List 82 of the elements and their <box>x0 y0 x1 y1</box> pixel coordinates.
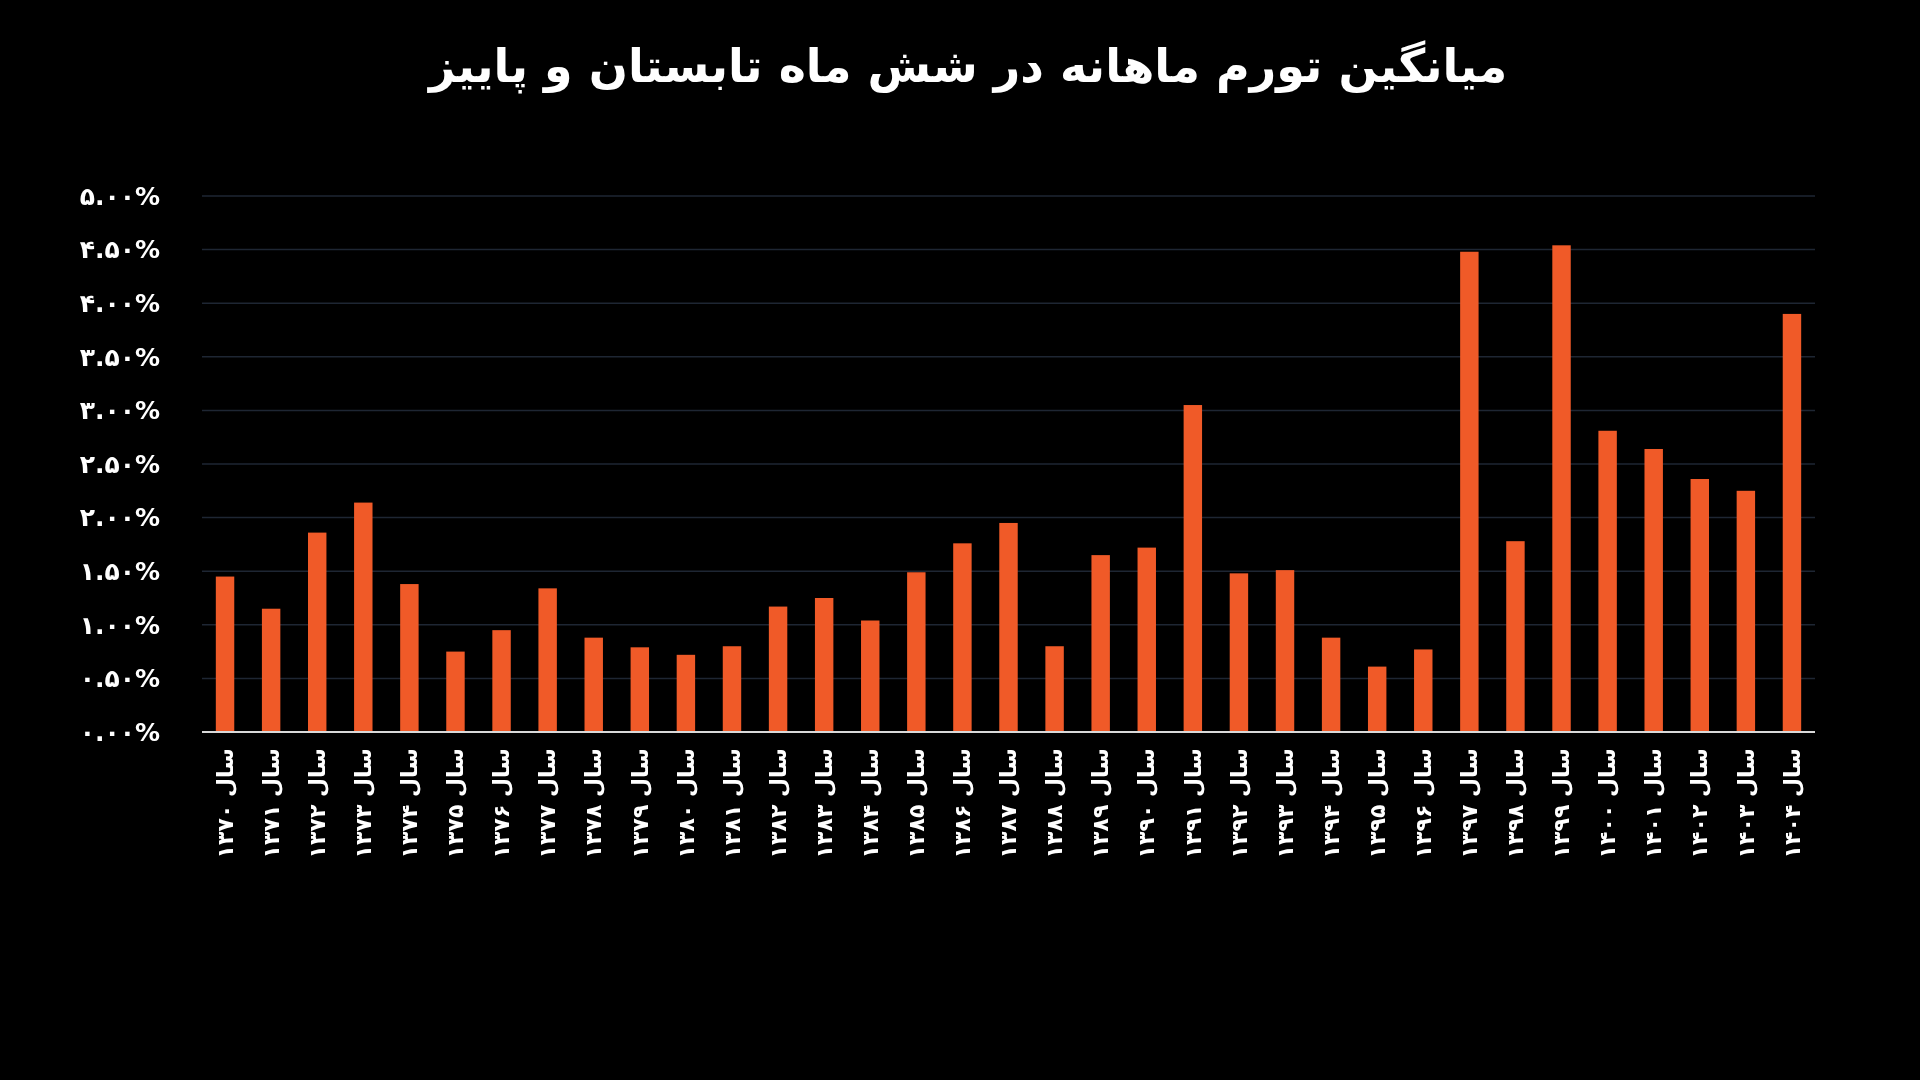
x-tick-label: سال ۱۳۹۴ <box>1318 748 1344 859</box>
bar <box>1045 646 1064 732</box>
x-tick-label: سال ۱۳۸۱ <box>719 748 745 859</box>
bar <box>261 608 281 732</box>
x-tick-label: سال ۱۳۸۳ <box>811 748 837 859</box>
bar <box>1460 251 1479 732</box>
bar <box>538 588 557 732</box>
bar <box>861 620 880 732</box>
x-tick-label: سال ۱۳۷۷ <box>535 748 561 859</box>
x-tick-label: سال ۱۳۹۵ <box>1364 748 1390 859</box>
x-tick-label: سال ۱۳۸۵ <box>904 748 930 859</box>
bar <box>907 572 926 732</box>
x-tick-label: سال ۱۳۷۲ <box>304 748 330 859</box>
bar <box>1736 490 1756 732</box>
chart-title: میانگین تورم ماهانه در شش ماه تابستان و پاییز <box>426 39 1508 94</box>
x-tick-label: سال ۱۳۸۸ <box>1042 748 1068 859</box>
bar <box>676 654 696 732</box>
bar <box>999 522 1018 732</box>
y-tick-label: ۳.۰۰% <box>79 396 160 426</box>
bar <box>814 598 834 732</box>
bar <box>953 543 972 732</box>
bar <box>1091 555 1110 732</box>
bar <box>768 606 788 732</box>
bar <box>1552 245 1571 732</box>
x-tick-label: سال ۱۳۹۱ <box>1180 748 1206 859</box>
x-tick-label: سال ۱۴۰۱ <box>1641 748 1667 859</box>
bar <box>1367 666 1387 732</box>
x-tick-label: سال ۱۳۸۴ <box>857 748 883 859</box>
x-tick-label: سال ۱۳۹۸ <box>1503 748 1529 859</box>
x-tick-label: سال ۱۴۰۳ <box>1733 748 1759 859</box>
x-tick-label: سال ۱۳۹۰ <box>1134 748 1160 859</box>
bar <box>1229 573 1249 732</box>
x-tick-label: سال ۱۳۹۲ <box>1226 748 1252 859</box>
bar <box>722 646 742 732</box>
x-tick-label: سال ۱۳۹۳ <box>1272 748 1298 859</box>
bar <box>630 647 650 732</box>
y-tick-label: ۴.۵۰% <box>79 235 160 265</box>
bar <box>1644 448 1663 732</box>
bar <box>446 651 465 732</box>
y-tick-label: ۲.۰۰% <box>79 503 160 533</box>
y-tick-label: ۲.۵۰% <box>79 449 160 479</box>
bar <box>1414 649 1433 732</box>
bar <box>308 532 327 732</box>
y-tick-label: ۱.۰۰% <box>79 610 160 640</box>
x-tick-label: سال ۱۳۷۶ <box>489 748 515 859</box>
x-tick-label: سال ۱۳۹۹ <box>1549 748 1575 859</box>
x-tick-label: سال ۱۳۷۴ <box>397 748 423 859</box>
x-tick-label: سال ۱۳۸۶ <box>950 748 976 859</box>
bar <box>1137 547 1156 732</box>
x-tick-label: سال ۱۳۷۹ <box>627 748 653 859</box>
x-tick-label: سال ۱۳۷۵ <box>443 748 469 859</box>
bar <box>584 637 603 732</box>
bar <box>1782 313 1802 732</box>
bar <box>354 502 373 732</box>
bar <box>492 630 511 732</box>
bar <box>1506 541 1525 732</box>
y-tick-label: ۳.۵۰% <box>79 342 160 372</box>
x-tick-label: سال ۱۴۰۲ <box>1687 748 1713 859</box>
x-tick-label: سال ۱۴۰۰ <box>1595 748 1621 859</box>
x-tick-label: سال ۱۳۸۹ <box>1088 748 1114 859</box>
bar <box>215 576 235 732</box>
bar <box>1598 430 1617 732</box>
x-tick-label: سال ۱۳۷۱ <box>258 748 284 859</box>
x-tick-label: سال ۱۳۷۳ <box>351 748 376 859</box>
bar <box>1183 405 1203 732</box>
x-tick-label: سال ۱۳۸۲ <box>765 748 791 859</box>
x-tick-label: سال ۱۳۸۰ <box>673 748 699 859</box>
y-tick-label: ۱.۵۰% <box>79 556 160 586</box>
x-tick-label: سال ۱۳۷۰ <box>212 748 238 859</box>
x-tick-label: سال ۱۳۸۷ <box>996 748 1022 859</box>
bar <box>1275 570 1295 732</box>
x-tick-label: سال ۱۳۹۷ <box>1457 748 1483 859</box>
bar <box>400 584 419 732</box>
x-tick-label: سال ۱۴۰۴ <box>1779 748 1805 859</box>
x-tick-label: سال ۱۳۷۸ <box>581 748 607 859</box>
bar <box>1321 637 1341 732</box>
x-tick-label: سال ۱۳۹۶ <box>1410 748 1436 859</box>
y-tick-label: ۵.۰۰% <box>79 181 160 211</box>
y-tick-label: ۰.۰۰% <box>79 717 160 747</box>
bar <box>1690 479 1709 732</box>
y-tick-label: ۴.۰۰% <box>79 288 160 318</box>
y-tick-label: ۰.۵۰% <box>79 664 160 694</box>
